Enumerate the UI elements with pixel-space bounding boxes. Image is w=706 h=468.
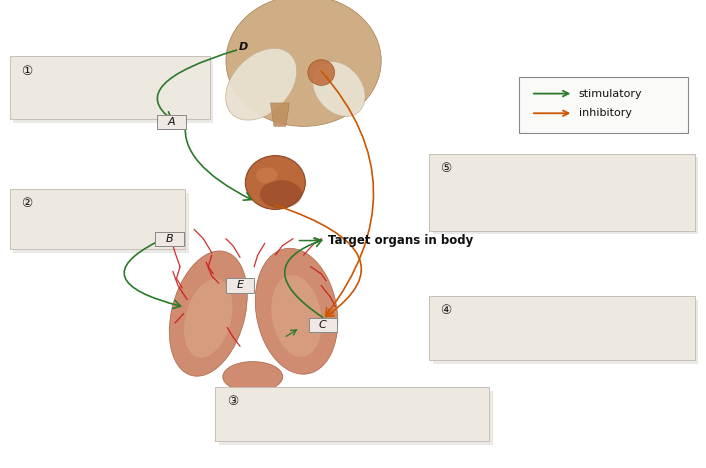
- FancyArrowPatch shape: [275, 205, 361, 316]
- Text: B: B: [166, 234, 173, 244]
- FancyBboxPatch shape: [226, 278, 254, 292]
- Ellipse shape: [223, 361, 282, 392]
- FancyArrowPatch shape: [157, 50, 237, 119]
- FancyArrowPatch shape: [285, 239, 323, 317]
- Text: stimulatory: stimulatory: [579, 88, 642, 99]
- Text: A: A: [168, 117, 175, 127]
- Ellipse shape: [225, 393, 281, 421]
- Ellipse shape: [256, 248, 337, 374]
- Text: ⑤: ⑤: [441, 162, 452, 175]
- FancyBboxPatch shape: [429, 296, 695, 360]
- FancyBboxPatch shape: [13, 193, 189, 253]
- FancyBboxPatch shape: [10, 189, 185, 249]
- FancyArrowPatch shape: [321, 71, 373, 316]
- Ellipse shape: [313, 61, 365, 117]
- FancyBboxPatch shape: [429, 154, 695, 231]
- Ellipse shape: [184, 279, 232, 358]
- FancyBboxPatch shape: [10, 56, 210, 119]
- Text: ②: ②: [21, 197, 32, 211]
- Text: E: E: [237, 280, 244, 291]
- Ellipse shape: [169, 251, 247, 376]
- FancyBboxPatch shape: [433, 157, 698, 234]
- Ellipse shape: [226, 0, 381, 126]
- Text: ③: ③: [227, 395, 238, 409]
- FancyBboxPatch shape: [215, 387, 489, 441]
- FancyBboxPatch shape: [157, 115, 186, 129]
- Ellipse shape: [308, 59, 335, 85]
- Ellipse shape: [226, 48, 297, 120]
- Ellipse shape: [246, 155, 306, 210]
- Text: C: C: [319, 320, 326, 330]
- FancyBboxPatch shape: [519, 77, 688, 133]
- Text: ①: ①: [21, 65, 32, 78]
- Text: ④: ④: [441, 304, 452, 317]
- Text: inhibitory: inhibitory: [579, 108, 632, 118]
- Text: D: D: [239, 42, 249, 52]
- FancyArrowPatch shape: [185, 124, 251, 200]
- FancyBboxPatch shape: [433, 300, 698, 364]
- Ellipse shape: [271, 275, 322, 357]
- Polygon shape: [270, 103, 289, 126]
- Text: Target organs in body: Target organs in body: [328, 234, 474, 247]
- FancyBboxPatch shape: [219, 391, 493, 445]
- FancyArrowPatch shape: [124, 242, 181, 308]
- Ellipse shape: [256, 167, 277, 183]
- FancyBboxPatch shape: [155, 232, 184, 246]
- FancyBboxPatch shape: [309, 318, 337, 332]
- FancyBboxPatch shape: [13, 60, 213, 123]
- Ellipse shape: [260, 180, 302, 208]
